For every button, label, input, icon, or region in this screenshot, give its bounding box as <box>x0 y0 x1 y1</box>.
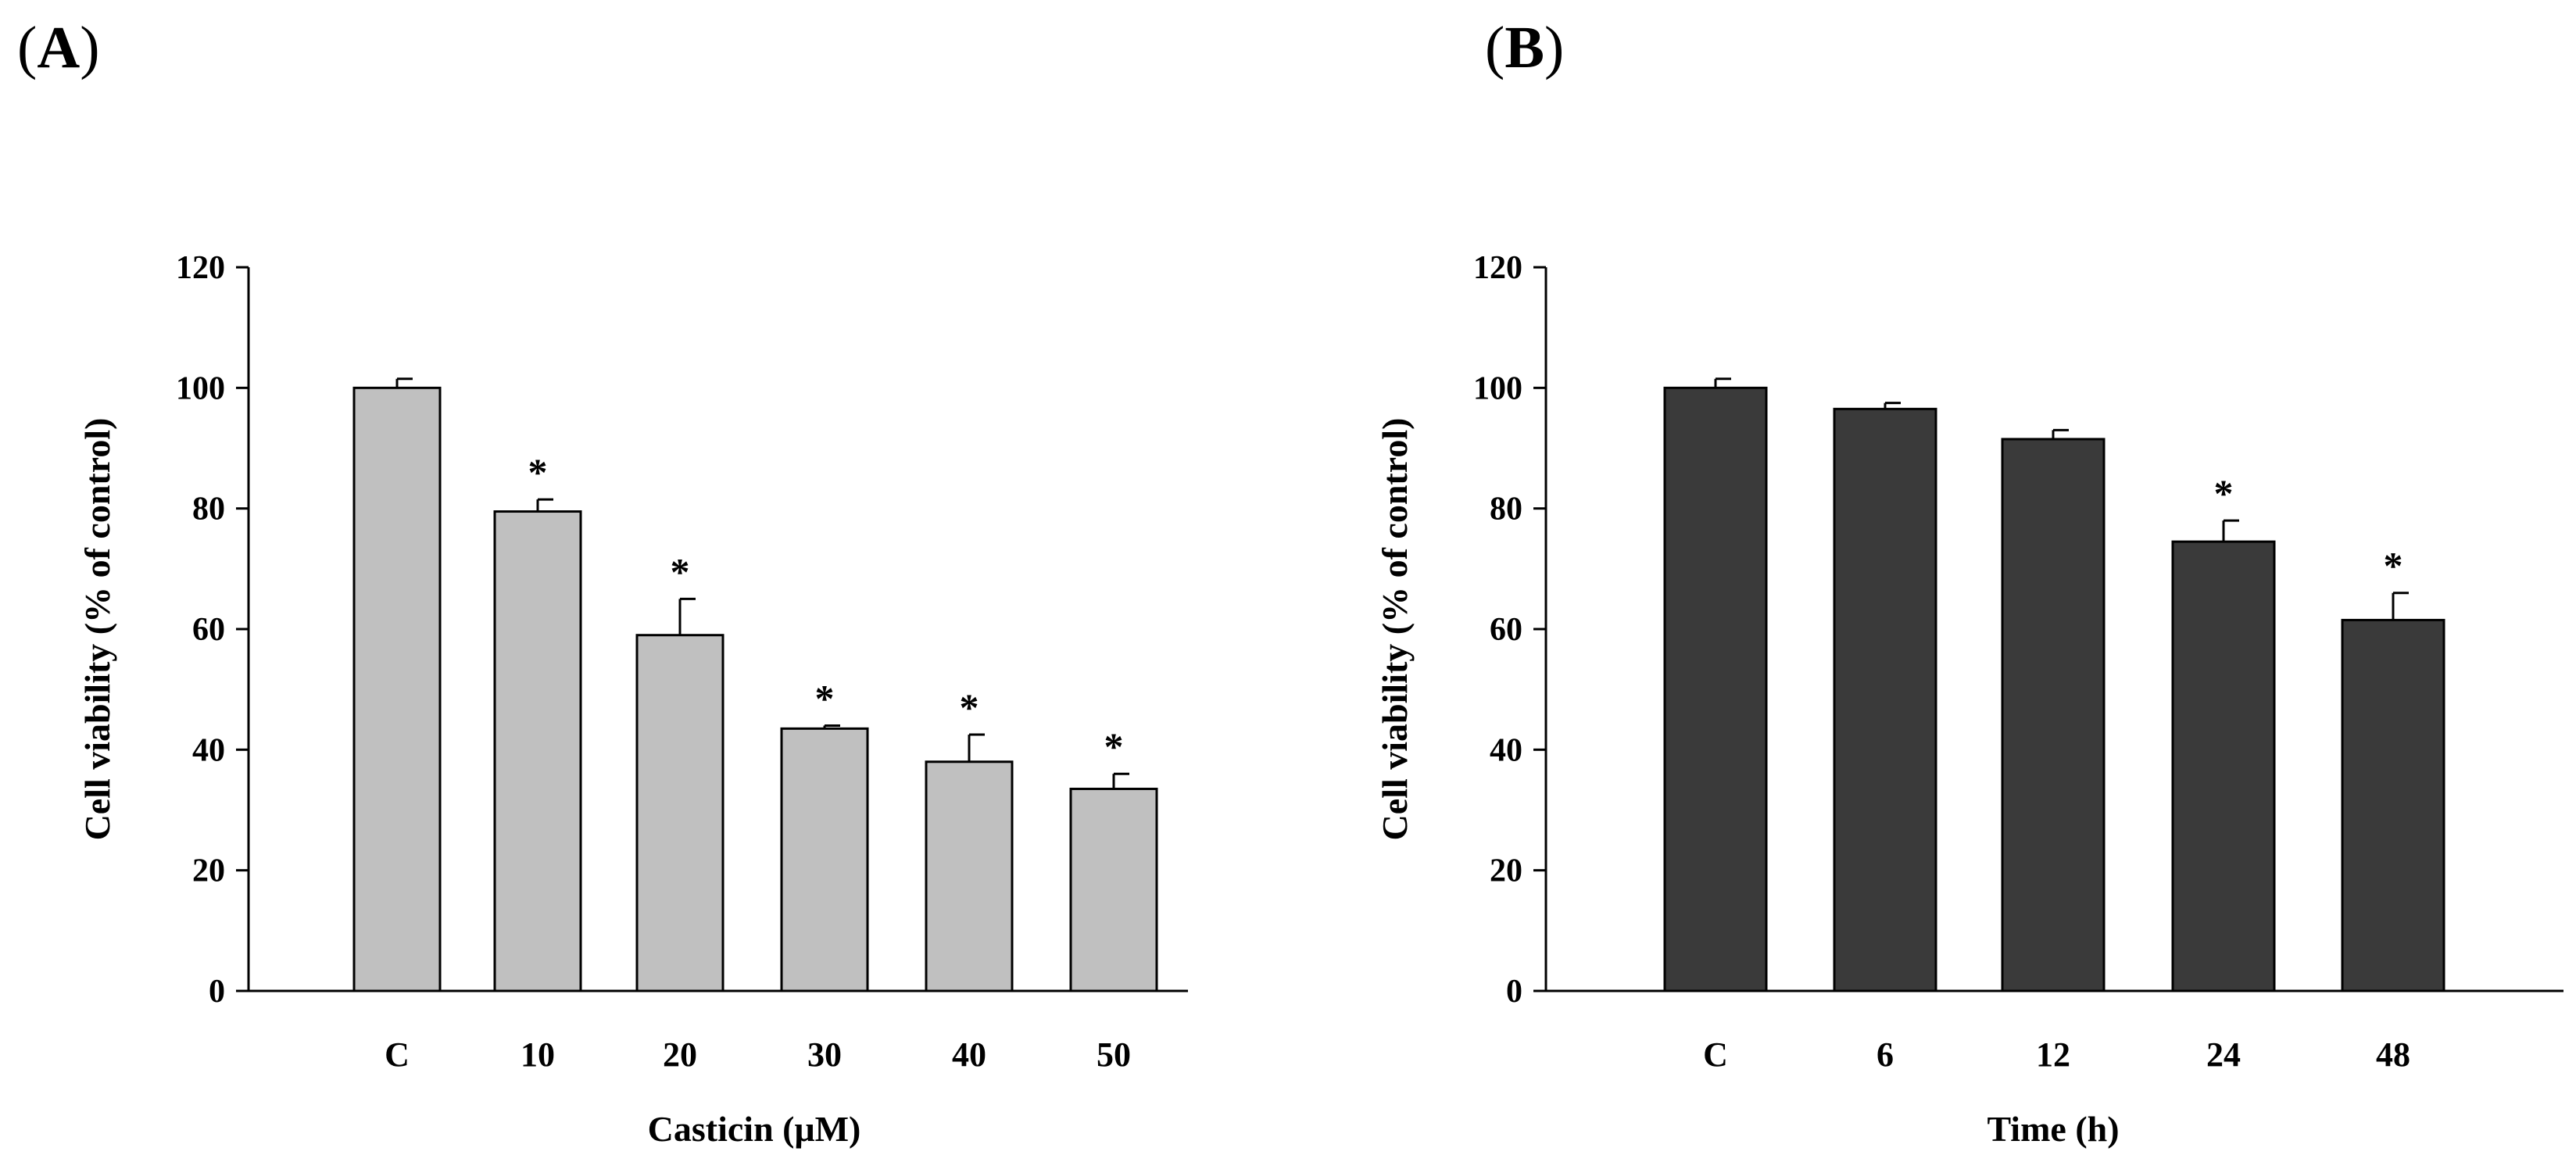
x-axis-label: Casticin (μM) <box>648 1109 861 1149</box>
significance-marker: * <box>2214 471 2234 515</box>
significance-marker: * <box>671 549 690 593</box>
x-tick-label: 30 <box>807 1035 842 1074</box>
bar <box>1663 386 1768 992</box>
chart-1: 0 20 40 60 80 100 120 C 6 12 * 24 * 48 Time (h) Cell vi… <box>1375 250 2563 1149</box>
y-tick-label: 60 <box>192 612 225 648</box>
y-axis-label: Cell viability (% of control) <box>1375 418 1415 841</box>
bar <box>2001 438 2106 992</box>
bar <box>2171 540 2276 992</box>
y-tick-label: 20 <box>1490 853 1522 889</box>
x-tick-label: 6 <box>1877 1035 1894 1074</box>
y-tick-label: 60 <box>1490 612 1522 648</box>
x-tick-label: 20 <box>663 1035 697 1074</box>
bar <box>780 727 869 992</box>
bar <box>493 510 582 992</box>
panel-label-a: (A) <box>17 15 100 80</box>
significance-marker: * <box>528 450 548 494</box>
y-tick-label: 80 <box>1490 492 1522 527</box>
significance-marker: * <box>2384 544 2403 588</box>
panel-label-b: (B) <box>1485 15 1565 80</box>
y-tick-label: 40 <box>192 732 225 768</box>
bar <box>925 760 1014 992</box>
y-tick-label: 100 <box>1473 370 1522 406</box>
y-axis-label: Cell viability (% of control) <box>77 418 117 841</box>
x-tick-label: 24 <box>2206 1035 2241 1074</box>
x-tick-label: 50 <box>1097 1035 1131 1074</box>
bar <box>1833 407 1937 992</box>
significance-marker: * <box>815 676 835 720</box>
y-tick-label: 120 <box>176 250 225 286</box>
x-tick-label: 10 <box>521 1035 555 1074</box>
bar <box>635 634 724 992</box>
y-tick-label: 100 <box>176 370 225 406</box>
y-tick-label: 0 <box>1506 974 1522 1010</box>
significance-marker: * <box>960 685 979 729</box>
y-tick-label: 120 <box>1473 250 1522 286</box>
bar <box>2341 618 2445 992</box>
significance-marker: * <box>1104 724 1124 768</box>
x-tick-label: C <box>385 1035 410 1074</box>
x-tick-label: C <box>1703 1035 1728 1074</box>
y-tick-label: 20 <box>192 853 225 889</box>
x-tick-label: 12 <box>2036 1035 2070 1074</box>
x-tick-label: 40 <box>952 1035 986 1074</box>
chart-0: 0 20 40 60 80 100 120 C * 10 * 20 * 30 * 40 * 50 Casticin … <box>77 250 1188 1149</box>
x-axis-label: Time (h) <box>1987 1109 2119 1149</box>
bar <box>352 386 442 992</box>
y-tick-label: 0 <box>209 974 225 1010</box>
bar <box>1069 787 1158 992</box>
y-tick-label: 40 <box>1490 732 1522 768</box>
x-tick-label: 48 <box>2376 1035 2410 1074</box>
y-tick-label: 80 <box>192 492 225 527</box>
